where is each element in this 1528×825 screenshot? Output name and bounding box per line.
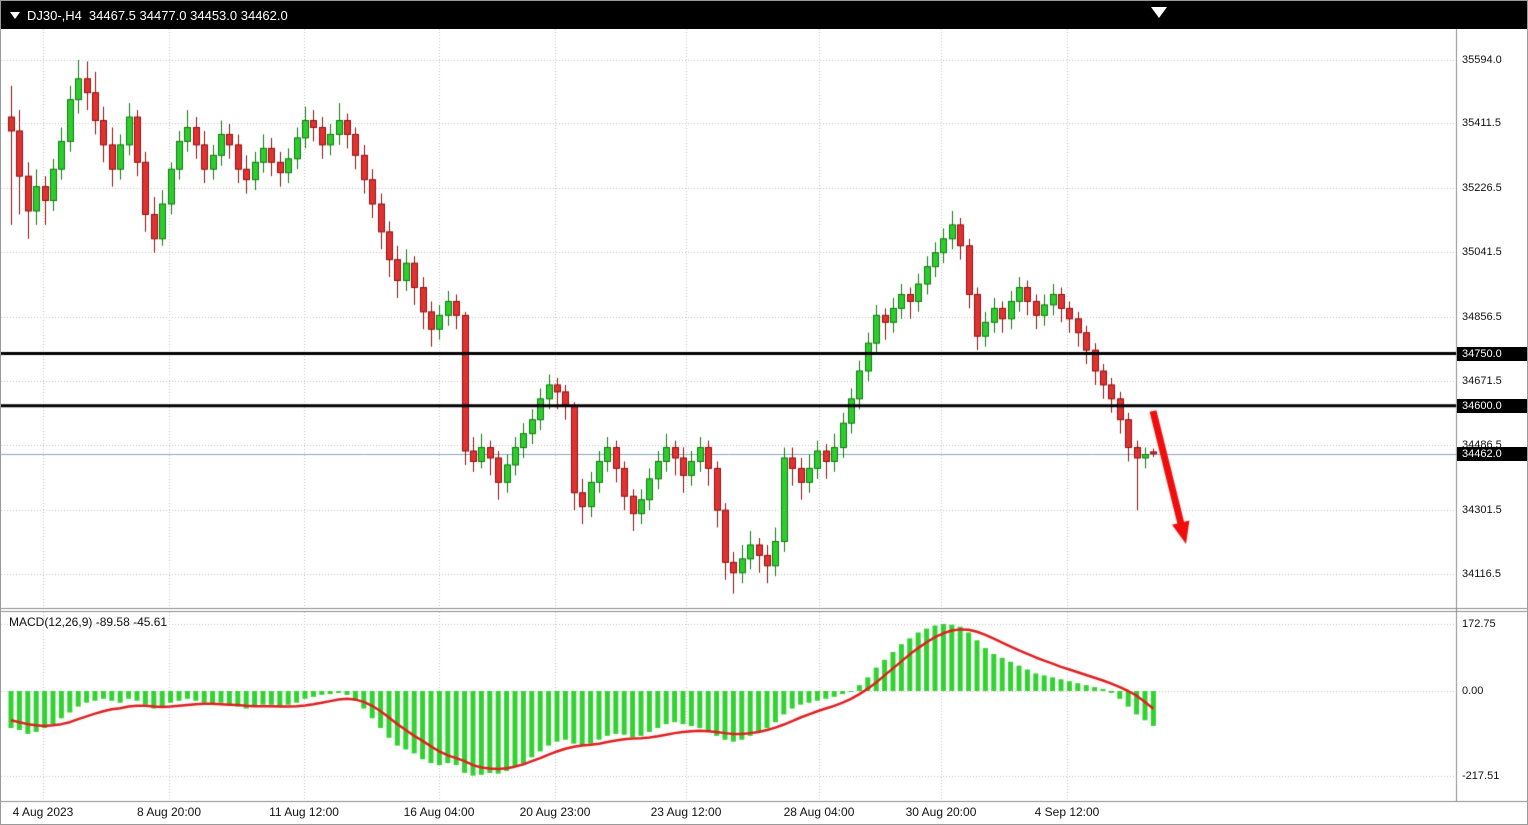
price-axis-label: 35226.5	[1462, 181, 1502, 194]
date-axis-label: 16 Aug 04:00	[403, 805, 475, 819]
date-axis-label: 23 Aug 12:00	[650, 805, 722, 819]
price-axis-label: 35411.5	[1462, 117, 1501, 130]
price-axis-label: 34856.5	[1462, 310, 1502, 323]
date-axis-label: 4 Sep 12:00	[1034, 805, 1100, 819]
macd-axis-label: 172.75	[1462, 617, 1496, 630]
current-price-tag: 34462.0	[1457, 446, 1527, 461]
price-axis-label: 35041.5	[1462, 246, 1502, 259]
date-axis-label: 4 Aug 2023	[12, 805, 74, 819]
chart-titlebar: DJ30-,H4 34467.5 34477.0 34453.0 34462.0	[1, 1, 1527, 29]
date-axis-label: 28 Aug 04:00	[783, 805, 855, 819]
ohlc-readout: 34467.5 34477.0 34453.0 34462.0	[88, 7, 288, 23]
date-axis-label: 11 Aug 12:00	[269, 805, 339, 819]
macd-indicator-label: MACD(12,26,9) -89.58 -45.61	[9, 615, 167, 629]
date-axis-label: 8 Aug 20:00	[136, 805, 202, 819]
symbol-timeframe: DJ30-,H4	[27, 7, 82, 23]
macd-name: MACD(12,26,9)	[9, 615, 93, 629]
date-axis-label: 20 Aug 23:00	[519, 805, 591, 819]
level-price-tag: 34750.0	[1457, 346, 1527, 361]
price-axis-label: 35594.0	[1462, 54, 1502, 66]
price-axis-label: 34671.5	[1462, 374, 1502, 387]
chart-shift-marker-icon[interactable]	[1151, 7, 1167, 18]
macd-axis-label: 0.00	[1462, 685, 1484, 697]
date-axis-label: 30 Aug 20:00	[905, 805, 977, 819]
macd-axis-label: -217.51	[1462, 769, 1500, 782]
price-axis-label: 34116.5	[1462, 568, 1501, 580]
level-price-tag: 34600.0	[1457, 398, 1527, 413]
price-axis-label: 34301.5	[1462, 503, 1502, 516]
symbol-dropdown-icon[interactable]	[10, 11, 20, 19]
macd-values: -89.58 -45.61	[95, 615, 168, 629]
